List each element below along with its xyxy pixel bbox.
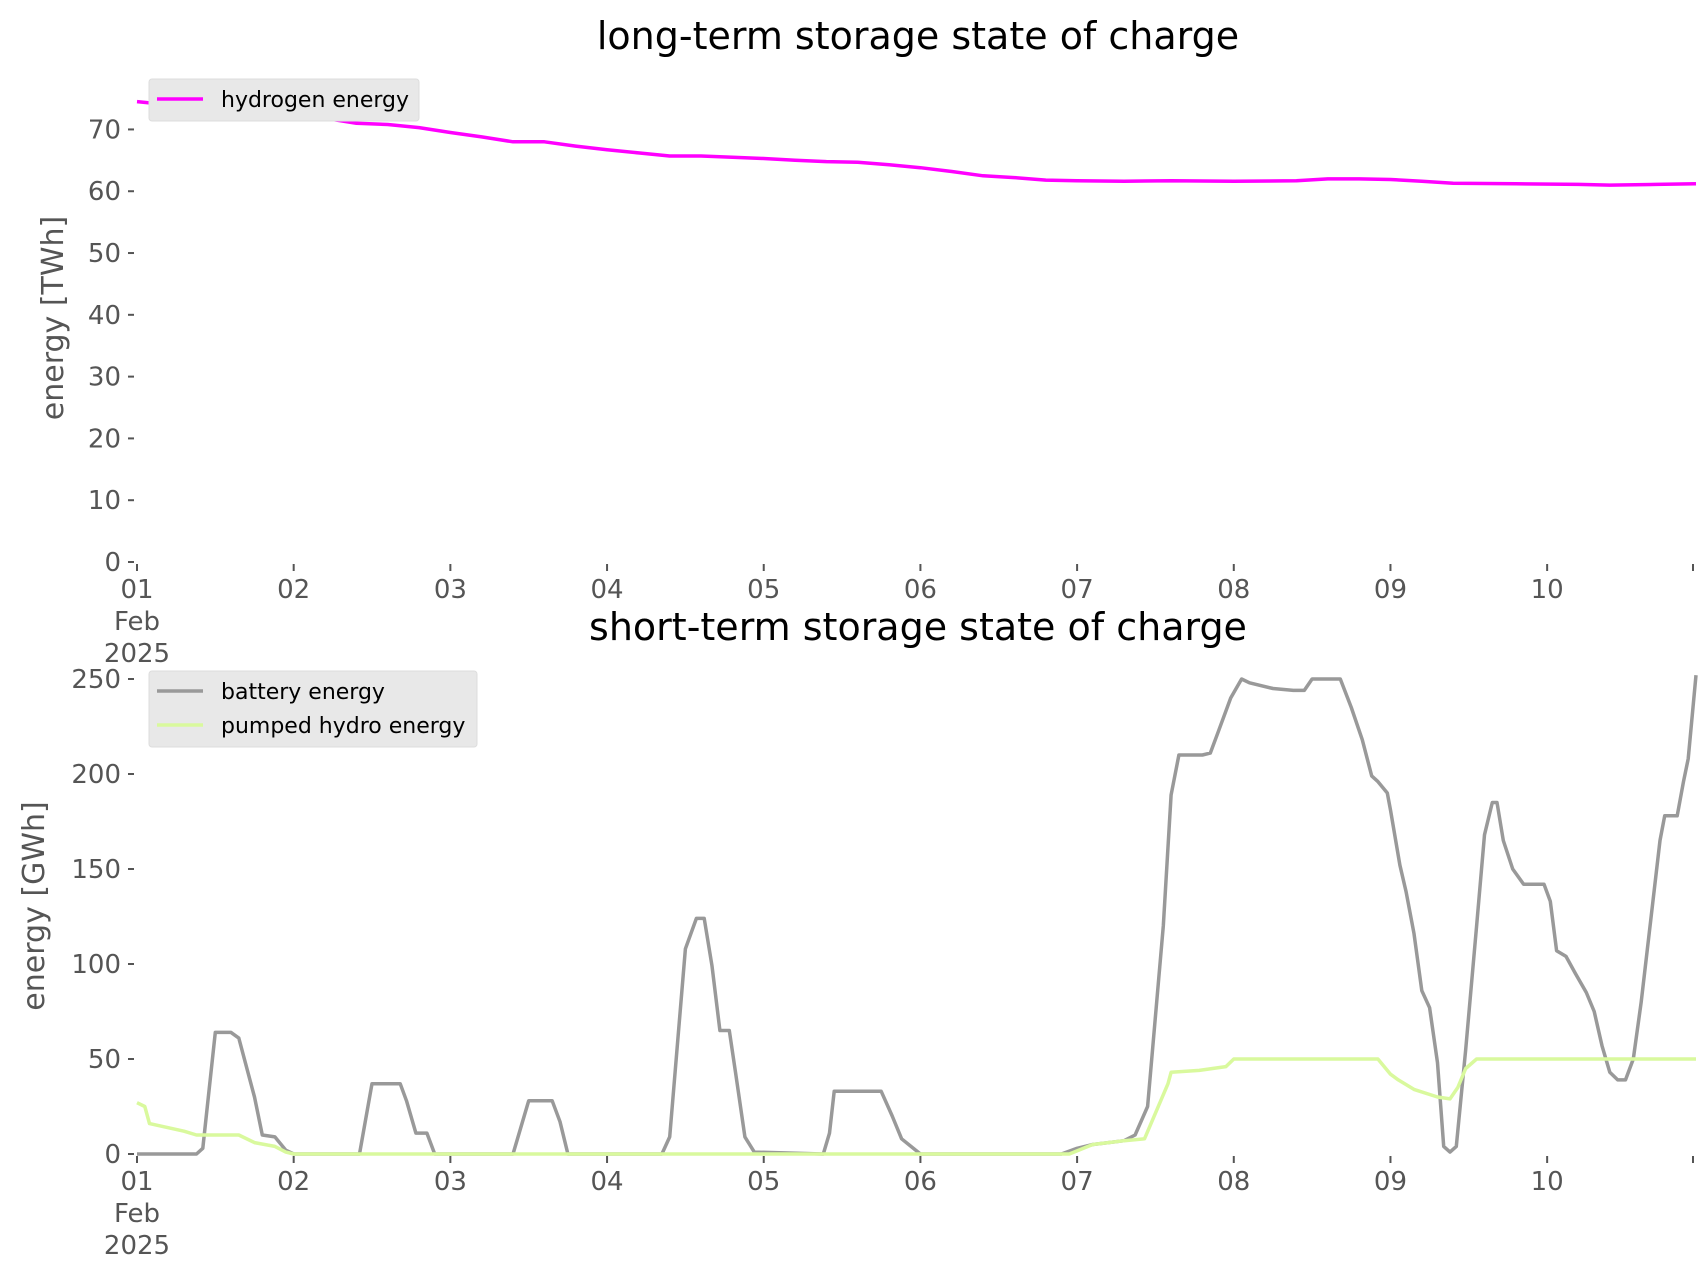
x-tick-label: 09 [1374,1167,1407,1197]
y-tick-label: 40 [88,301,121,331]
y-tick-label: 70 [88,115,121,145]
x-tick-label: 06 [904,1167,937,1197]
x-tick-label: 03 [434,575,467,605]
y-tick-label: 10 [88,486,121,516]
long-term-chart: long-term storage state of charge energy… [36,14,1697,669]
x-tick-label: 07 [1061,1167,1094,1197]
series-lines [136,99,1697,187]
chart-title: long-term storage state of charge [597,14,1239,58]
x-tick-label: 06 [904,575,937,605]
y-tick-label: 0 [104,1140,121,1170]
y-tick-label: 150 [71,855,121,885]
y-tick-label: 50 [88,239,121,269]
x-ticks: 01 Feb 2025 02 03 04 05 06 07 08 09 10 [104,1156,1694,1261]
x-tick-label: 02 [277,1167,310,1197]
x-tick-label: 01 Feb 2025 [104,1167,170,1261]
chart-title: short-term storage state of charge [589,605,1247,649]
legend-label: battery energy [221,680,385,705]
y-axis-label: energy [TWh] [36,216,71,420]
x-tick-label: 09 [1374,575,1407,605]
x-tick-label: 07 [1061,575,1094,605]
y-ticks: 0 50 100 150 200 250 [71,665,134,1170]
x-tick-label: 03 [434,1167,467,1197]
x-tick-label: 08 [1217,1167,1250,1197]
x-tick-label: 08 [1217,575,1250,605]
x-tick-label: 05 [747,575,780,605]
legend-box [148,78,420,122]
series-line-pumped-hydro-energy [136,1057,1696,1156]
y-tick-label: 200 [71,760,121,790]
legend: battery energy pumped hydro energy [148,670,478,748]
x-tick-label: 04 [591,575,624,605]
y-tick-label: 0 [104,548,121,578]
x-tick-label: 02 [277,575,310,605]
y-tick-label: 100 [71,950,121,980]
x-ticks: 01 Feb 2025 02 03 04 05 06 07 08 09 10 [104,564,1694,669]
legend-label: pumped hydro energy [221,714,465,739]
y-tick-label: 60 [88,177,121,207]
legend: hydrogen energy [148,78,420,122]
y-tick-label: 30 [88,363,121,393]
x-tick-label: 10 [1531,1167,1564,1197]
legend-label: hydrogen energy [221,88,409,113]
x-tick-label: 05 [747,1167,780,1197]
y-axis-label: energy [GWh] [17,801,52,1010]
x-tick-label: 10 [1531,575,1564,605]
series-lines [136,675,1698,1156]
y-tick-label: 20 [88,424,121,454]
series-line-hydrogen-energy [136,99,1697,187]
y-tick-label: 50 [88,1045,121,1075]
short-term-chart: short-term storage state of charge energ… [17,605,1698,1261]
x-tick-label: 01 Feb 2025 [104,575,170,669]
legend-box [148,670,478,748]
y-tick-label: 250 [71,665,121,695]
y-ticks: 0 10 20 30 40 50 60 70 [88,115,134,578]
x-tick-label: 04 [591,1167,624,1197]
